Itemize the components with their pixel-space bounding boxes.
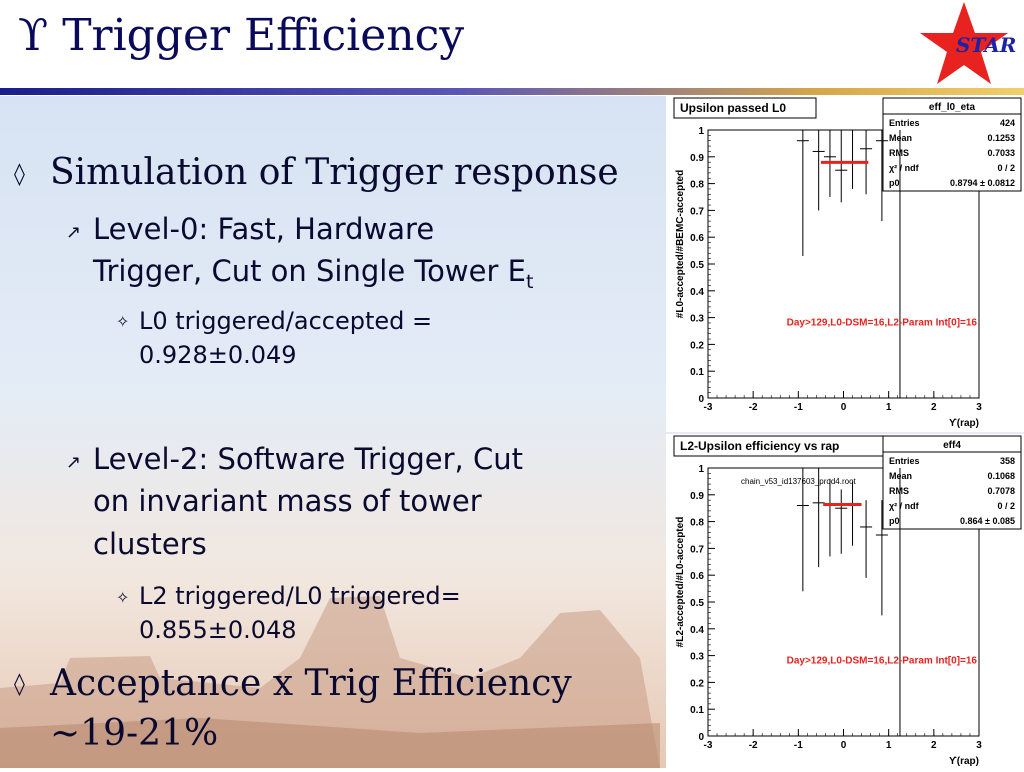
chart-panel-l0: Upsilon passed L0 eff_l0_eta Entries 424 Mea…	[666, 96, 1024, 432]
stats-label: p0	[889, 516, 900, 526]
y-tick-label: 0.2	[690, 678, 704, 689]
arrow-bullet-icon: ↗	[66, 452, 82, 473]
y-tick-label: 0.9	[690, 153, 704, 164]
chart-title: Upsilon passed L0	[680, 101, 786, 115]
arrow-bullet-icon: ↗	[66, 222, 82, 243]
x-axis-label: ϒ(rap)	[949, 418, 979, 429]
x-tick-label: -1	[794, 402, 803, 413]
star-shape	[920, 2, 1008, 84]
y-tick-label: 0.3	[690, 652, 704, 663]
y-tick-label: 0.4	[690, 287, 704, 298]
sparkle-bullet-icon: ✧	[116, 588, 130, 607]
stats-value: 0.7033	[987, 148, 1015, 158]
stats-value: 0.8794 ± 0.0812	[950, 178, 1015, 188]
y-tick-label: 0.6	[690, 233, 704, 244]
desert-mesa-image	[0, 596, 660, 768]
subscript-t: t	[525, 270, 534, 293]
bullet-l0-eff-line2: 0.928±0.049	[139, 341, 297, 369]
chart-annotation: Day>129,L0-DSM=16,L2-Param Int[0]=16	[787, 656, 978, 667]
stats-label: Entries	[889, 118, 920, 128]
x-tick-label: 2	[931, 740, 937, 751]
y-tick-label: 1	[698, 464, 704, 475]
chart-annotation: Day>129,L0-DSM=16,L2-Param Int[0]=16	[787, 318, 978, 329]
stats-value: 0 / 2	[997, 501, 1015, 511]
bullet-level0-line1: Level-0: Fast, Hardware	[93, 212, 435, 246]
x-tick-label: 3	[976, 740, 982, 751]
y-tick-label: 0.8	[690, 180, 704, 191]
x-tick-label: 0	[841, 740, 847, 751]
y-tick-label: 0.1	[690, 705, 704, 716]
bullet-acceptance-line1: Acceptance x Trig Efficiency	[50, 663, 572, 704]
stats-value: 0.1068	[987, 471, 1015, 481]
diamond-bullet-icon: ◊	[14, 672, 25, 697]
bullet-l2-eff-line1: L2 triggered/L0 triggered=	[139, 582, 461, 610]
y-tick-label: 0.5	[690, 260, 704, 271]
y-tick-label: 1	[698, 126, 704, 137]
x-axis-label: ϒ(rap)	[949, 756, 979, 767]
bullet-level2-line2: on invariant mass of tower	[93, 484, 482, 518]
x-tick-label: 2	[931, 402, 937, 413]
sparkle-bullet-icon: ✧	[116, 312, 130, 331]
x-tick-label: 1	[886, 402, 892, 413]
stats-label: RMS	[889, 148, 909, 158]
x-tick-label: -1	[794, 740, 803, 751]
bullet-l2-eff-line2: 0.855±0.048	[139, 616, 297, 644]
stats-value: 358	[1000, 456, 1015, 466]
stats-label: Mean	[889, 471, 912, 481]
bullet-level2-line1: Level-2: Software Trigger, Cut	[93, 442, 523, 476]
y-axis-label: #L0-accepted/#BEMC-accepted	[675, 170, 686, 318]
stats-label: Mean	[889, 133, 912, 143]
bullet-acceptance-line2: ~19-21%	[50, 713, 219, 754]
x-tick-label: -3	[704, 740, 713, 751]
x-tick-label: -3	[704, 402, 713, 413]
y-axis-label: #L2-accepted/#L0-accepted	[675, 517, 686, 648]
chart-title-box	[673, 97, 817, 119]
stats-label: RMS	[889, 486, 909, 496]
star-logo-text: STAR	[956, 33, 1016, 57]
x-tick-label: 1	[886, 740, 892, 751]
stats-header: eff_l0_eta	[929, 102, 976, 113]
stats-value: 0.864 ± 0.085	[960, 516, 1015, 526]
x-tick-label: -2	[749, 740, 758, 751]
x-tick-label: 3	[976, 402, 982, 413]
stats-header: eff4	[943, 440, 961, 451]
bullet-level0-line2: Trigger, Cut on Single Tower Et	[93, 254, 533, 293]
stats-value: 424	[1000, 118, 1015, 128]
star-logo: STAR	[920, 2, 1016, 84]
stats-label: χ² / ndf	[889, 501, 920, 511]
y-tick-label: 0.8	[690, 518, 704, 529]
chart-subtitle: chain_v53_id137603_prod4.root	[741, 477, 857, 486]
y-tick-label: 0.4	[690, 625, 704, 636]
x-tick-label: 0	[841, 402, 847, 413]
stats-value: 0.7078	[987, 486, 1015, 496]
y-tick-label: 0	[698, 394, 704, 405]
y-tick-label: 0.9	[690, 491, 704, 502]
y-tick-label: 0	[698, 732, 704, 743]
stats-label: Entries	[889, 456, 920, 466]
stats-label: p0	[889, 178, 900, 188]
bullet-level2-line3: clusters	[93, 527, 207, 561]
x-tick-label: -2	[749, 402, 758, 413]
bullet-level0-text: Trigger, Cut on Single Tower E	[93, 254, 526, 288]
bullet-simulation: Simulation of Trigger response	[50, 152, 619, 193]
chart-l0-efficiency: Upsilon passed L0 eff_l0_eta Entries 424 Mea…	[673, 97, 1022, 429]
chart-l2-efficiency: L2-Upsilon efficiency vs rap chain_v53_id…	[673, 435, 1022, 767]
title-divider	[0, 88, 1024, 95]
bullet-l0-eff-line1: L0 triggered/accepted =	[139, 307, 433, 335]
stats-label: χ² / ndf	[889, 163, 920, 173]
chart-panel-l2: L2-Upsilon efficiency vs rap chain_v53_id…	[666, 434, 1024, 768]
y-tick-label: 0.2	[690, 340, 704, 351]
y-tick-label: 0.6	[690, 571, 704, 582]
y-tick-label: 0.3	[690, 314, 704, 325]
y-tick-label: 0.1	[690, 367, 704, 378]
y-tick-label: 0.7	[690, 206, 704, 217]
diamond-bullet-icon: ◊	[14, 162, 25, 187]
stats-value: 0 / 2	[997, 163, 1015, 173]
y-tick-label: 0.5	[690, 598, 704, 609]
chart-title: L2-Upsilon efficiency vs rap	[680, 439, 839, 453]
slide-title: ϒ Trigger Efficiency	[18, 10, 465, 61]
stats-value: 0.1253	[987, 133, 1015, 143]
y-tick-label: 0.7	[690, 544, 704, 555]
